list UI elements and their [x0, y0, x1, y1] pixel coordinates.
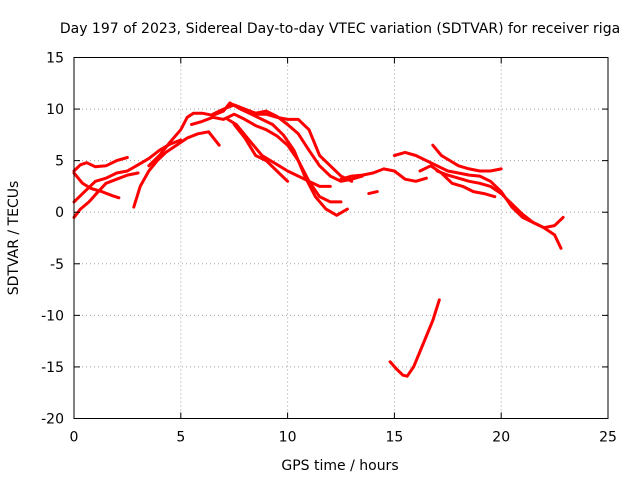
y-tick-label: 5 — [55, 154, 64, 170]
axis-ticks — [73, 57, 609, 419]
y-tick-label: 10 — [46, 102, 64, 118]
series-arc-7 — [190, 112, 343, 204]
series-arc-8 — [211, 103, 364, 183]
series-arc-14 — [392, 150, 563, 250]
grid-lines — [74, 57, 608, 419]
series-arc-11 — [254, 112, 354, 183]
series-arc-9 — [226, 117, 332, 188]
series-arc-12 — [339, 167, 428, 183]
y-tick-label: 15 — [46, 51, 64, 67]
x-tick-label: 0 — [70, 430, 79, 446]
x-tick-label: 20 — [492, 430, 510, 446]
x-tick-label: 5 — [176, 430, 185, 446]
series-arc-17 — [418, 164, 497, 199]
series-arc-4 — [72, 171, 140, 219]
data-series — [72, 101, 565, 378]
series-arc-13 — [367, 190, 379, 196]
series-arc-16 — [435, 169, 565, 230]
series-arc-2 — [72, 138, 183, 204]
x-axis-label: GPS time / hours — [281, 458, 398, 474]
series-arc-1 — [72, 156, 129, 173]
y-tick-label: -5 — [50, 257, 64, 273]
x-tick-label: 25 — [599, 430, 617, 446]
y-tick-label: -20 — [41, 412, 64, 428]
series-arc-10 — [232, 123, 290, 183]
tick-labels: 0 5 10 15 20 25 -20 -15 -10 -5 0 5 10 15 — [41, 51, 617, 446]
series-arc-6 — [147, 101, 349, 217]
series-arc-5 — [132, 130, 221, 209]
series-arc-3 — [72, 171, 121, 200]
y-tick-label: -10 — [41, 308, 64, 324]
y-tick-label: -15 — [41, 360, 64, 376]
chart-title: Day 197 of 2023, Sidereal Day-to-day VTE… — [60, 21, 620, 37]
x-tick-label: 15 — [385, 430, 403, 446]
plot-frame — [73, 57, 609, 419]
series-arc-18 — [388, 298, 441, 378]
x-tick-label: 10 — [279, 430, 297, 446]
y-tick-label: 0 — [55, 205, 64, 221]
y-axis-label: SDTVAR / TECUs — [6, 181, 22, 296]
series-arc-15 — [431, 143, 503, 173]
